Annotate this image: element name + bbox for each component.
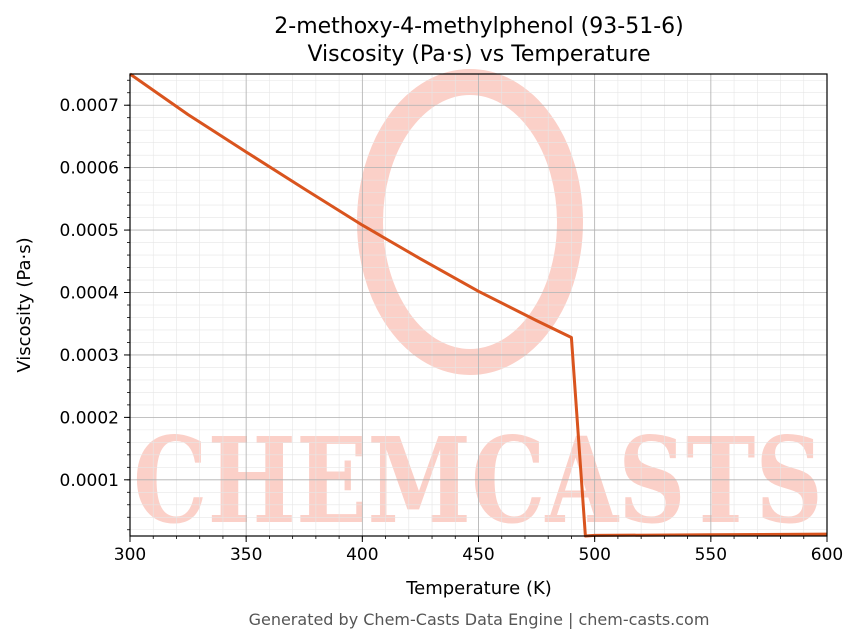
watermark-ring-icon [357, 69, 583, 375]
y-tick-label: 0.0002 [60, 408, 119, 428]
y-tick-label: 0.0007 [60, 96, 119, 116]
y-axis-label: Viscosity (Pa·s) [14, 237, 35, 372]
y-tick-label: 0.0005 [60, 221, 119, 241]
chart-subtitle: Viscosity (Pa·s) vs Temperature [307, 42, 650, 67]
x-tick-label: 350 [230, 545, 262, 565]
x-tick-label: 400 [346, 545, 378, 565]
x-tick-label: 500 [578, 545, 610, 565]
ticks: 300 350 400 450 500 550 600 0.0001 0.0002 0.0003 0… [60, 79, 843, 565]
x-axis-label: Temperature (K) [405, 578, 552, 599]
x-tick-label: 600 [811, 545, 843, 565]
x-tick-label: 300 [114, 545, 146, 565]
y-tick-label: 0.0001 [60, 471, 119, 491]
x-tick-label: 550 [695, 545, 727, 565]
footer-credit: Generated by Chem-Casts Data Engine | ch… [249, 610, 710, 629]
chart-title: 2-methoxy-4-methylphenol (93-51-6) [274, 14, 683, 39]
y-tick-label: 0.0003 [60, 346, 119, 366]
x-tick-label: 450 [462, 545, 494, 565]
watermark: CHEMCASTS [133, 69, 823, 550]
watermark-text: CHEMCASTS [133, 411, 823, 550]
y-tick-label: 0.0004 [60, 284, 119, 304]
y-tick-label: 0.0006 [60, 159, 119, 179]
